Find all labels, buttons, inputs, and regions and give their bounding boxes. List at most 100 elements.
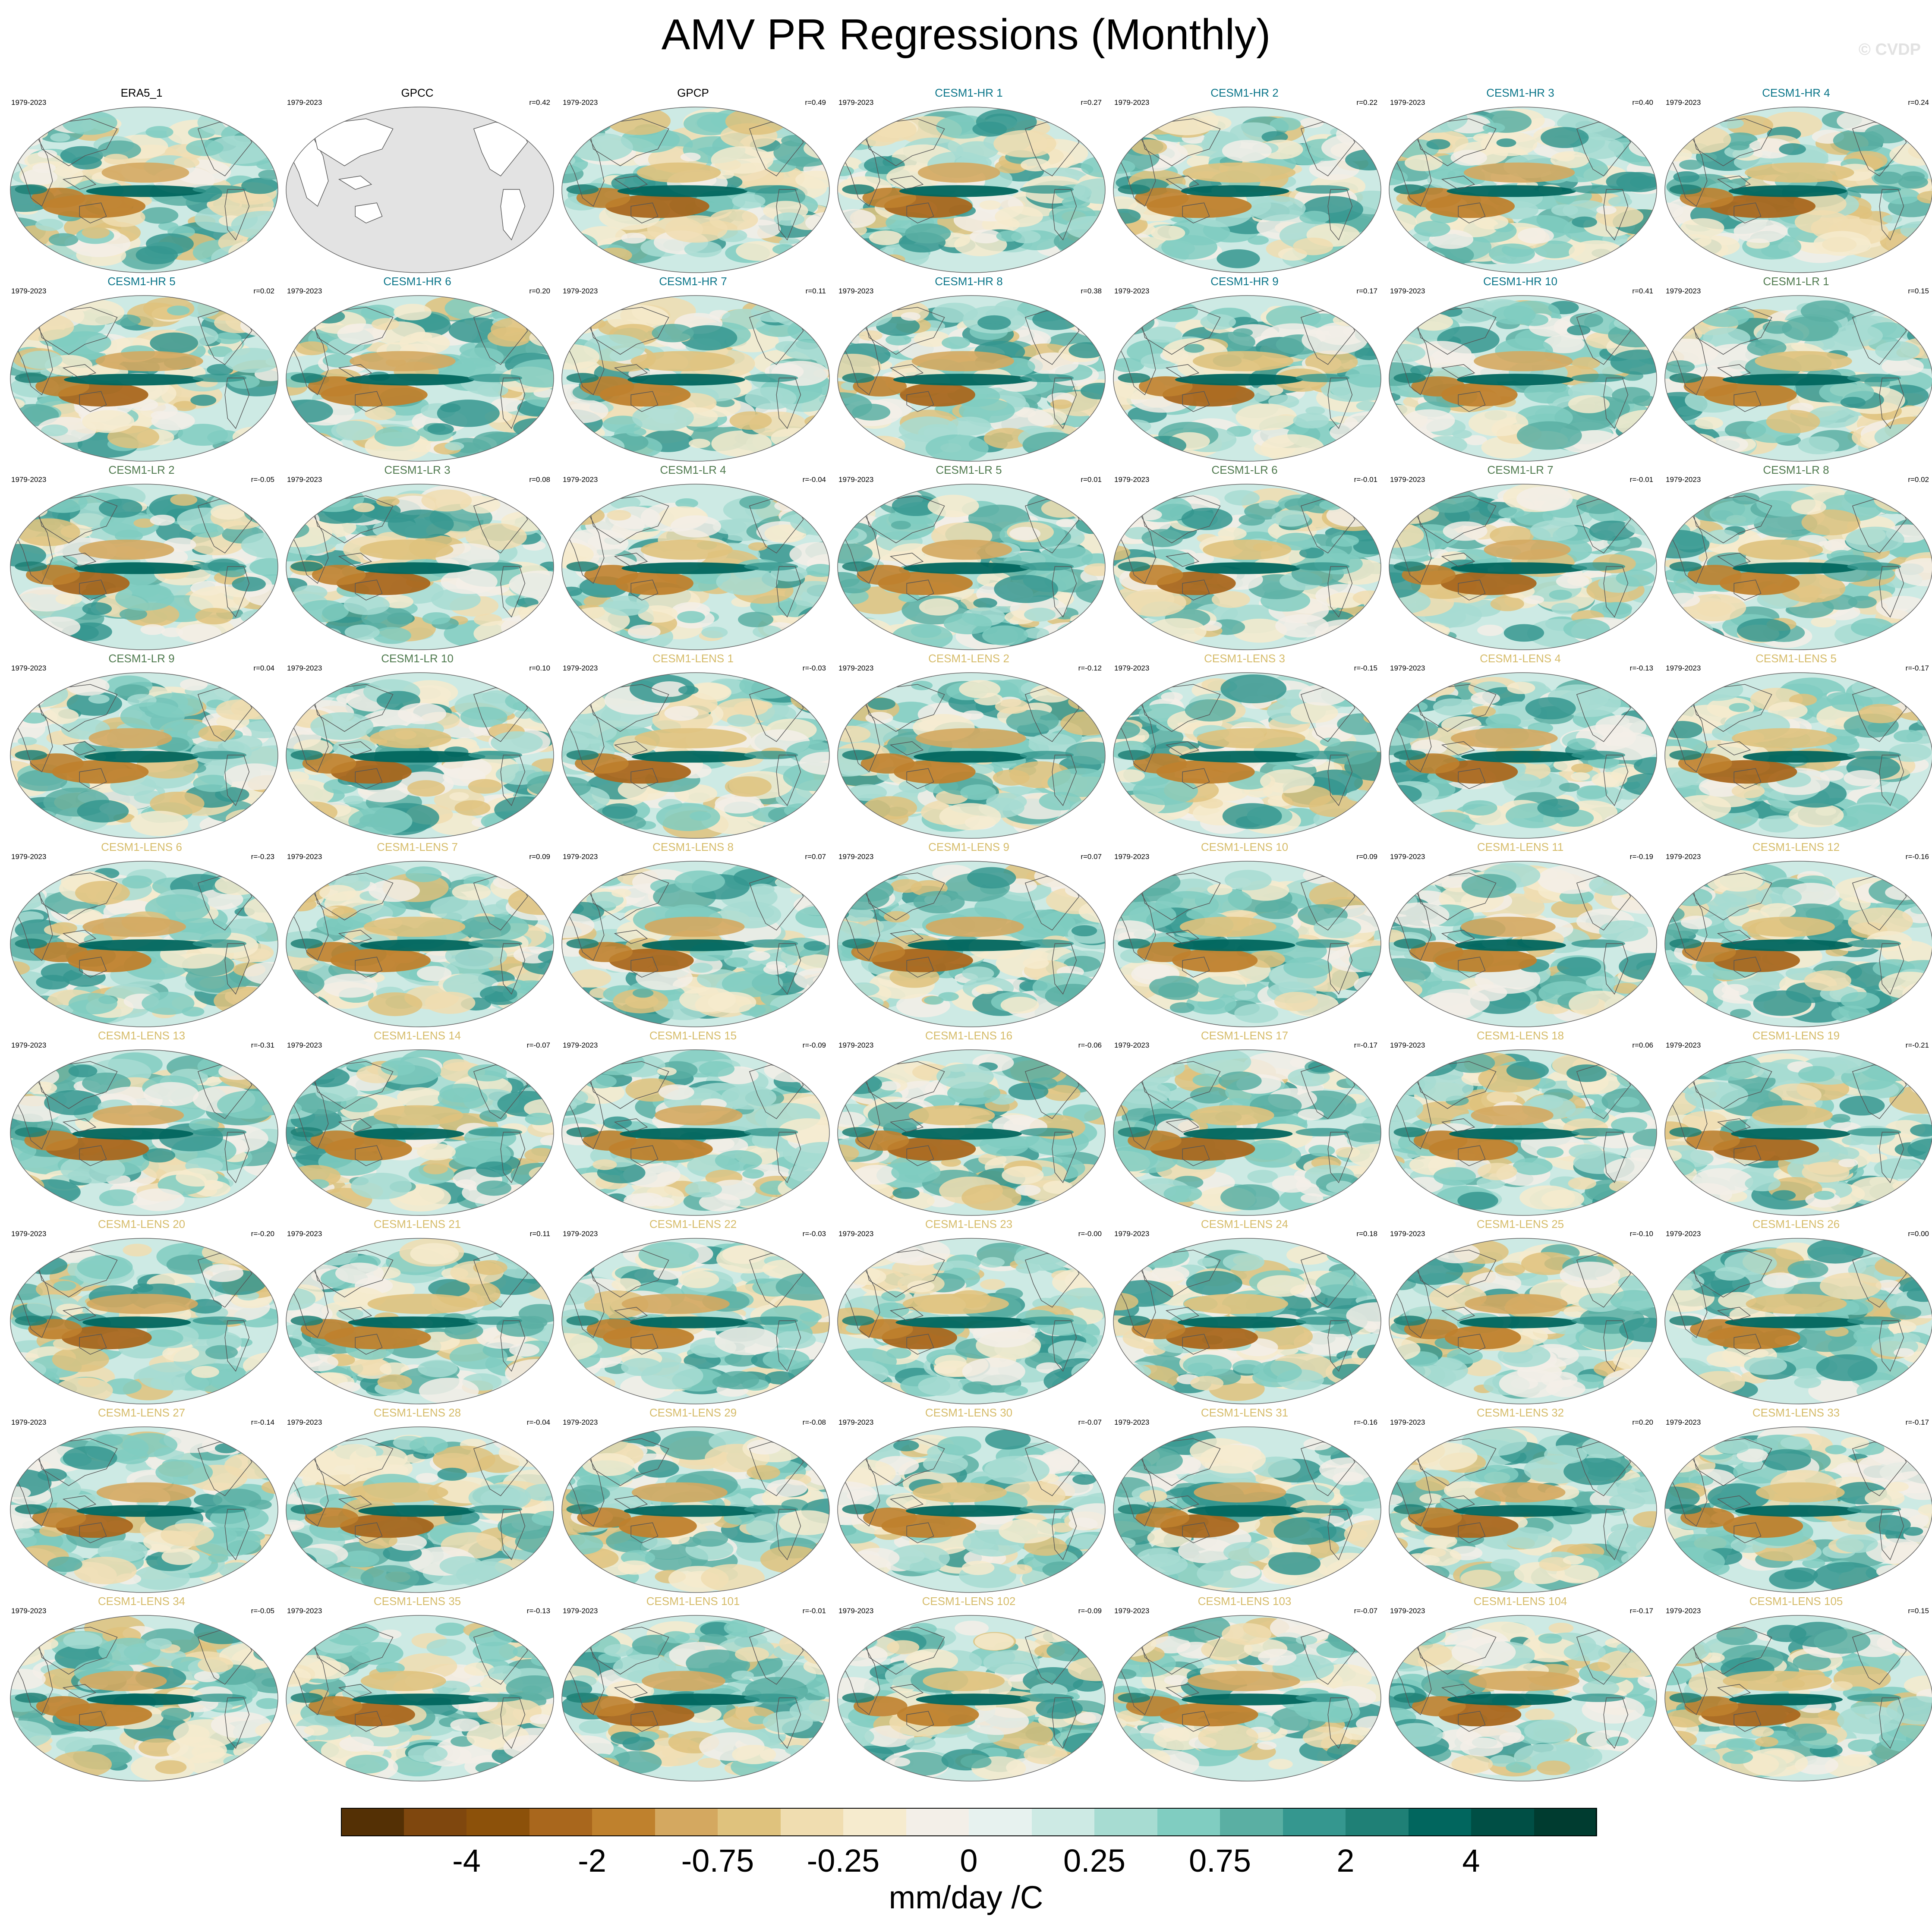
anomaly-blob <box>1299 211 1330 224</box>
anomaly-blob <box>905 223 951 244</box>
continent-outline <box>889 176 924 190</box>
anomaly-blob <box>374 426 420 447</box>
anomaly-blob <box>12 616 35 626</box>
panel-years: 1979-2023 <box>11 98 47 107</box>
wet-band-indian <box>15 184 47 195</box>
anomaly-blob <box>1222 140 1272 162</box>
map-panel: CESM1-LR 3 1979-2023 r=0.08 <box>279 463 555 652</box>
anomaly-blob <box>738 611 774 627</box>
anomaly-blob <box>562 123 592 141</box>
anomaly-blob <box>562 586 583 596</box>
continent-outline <box>1879 189 1904 241</box>
anomaly-blob <box>1917 191 1932 204</box>
map-border <box>286 295 554 462</box>
panel-title: CESM1-HR 2 <box>1210 86 1279 99</box>
panel-title: CESM1-LR 5 <box>936 463 1002 476</box>
map-border <box>1113 107 1381 273</box>
anomaly-blob <box>979 200 1001 210</box>
anomaly-blob <box>1211 591 1250 608</box>
map-field <box>837 484 1106 650</box>
anomaly-blob <box>468 779 502 794</box>
anomaly-blob <box>425 991 476 1014</box>
anomaly-blob <box>240 247 265 258</box>
anomaly-blob <box>1826 692 1856 705</box>
panel-title: CESM1-LENS 4 <box>1480 652 1561 665</box>
anomaly-blob <box>665 215 728 243</box>
anomaly-blob <box>977 315 1011 330</box>
anomaly-blob <box>789 815 813 825</box>
panel-pattern-correlation: r=0.24 <box>1908 98 1929 107</box>
wet-band-indian <box>1669 373 1702 383</box>
anomaly-blob <box>228 240 278 264</box>
wet-band-equator <box>84 751 199 763</box>
anomaly-blob <box>771 361 829 386</box>
anomaly-blob <box>60 146 104 165</box>
anomaly-blob <box>58 331 111 355</box>
anomaly-blob <box>1516 421 1582 450</box>
map-border <box>10 107 278 273</box>
panel-title: CESM1-LENS 7 <box>377 840 458 853</box>
map-panel: ERA5_1 1979-2023 <box>3 86 280 275</box>
wet-band-atlantic <box>1020 185 1074 194</box>
anomaly-blob <box>1421 488 1479 513</box>
anomaly-blob <box>295 306 319 317</box>
map-panel: CESM1-LENS 3 1979-2023 r=-0.15 <box>1106 652 1383 840</box>
continent-outline <box>863 307 945 355</box>
map-field <box>286 295 554 462</box>
anomaly-blob <box>701 626 728 639</box>
continent-outline <box>338 176 372 190</box>
continent-outline <box>1733 202 1762 223</box>
anomaly-blob <box>142 991 195 1015</box>
anomaly-blob <box>337 323 386 345</box>
anomaly-blob <box>10 112 42 130</box>
anomaly-blob <box>664 705 699 721</box>
map-field <box>1664 484 1932 650</box>
panel-title: CESM1-LR 1 <box>1763 275 1829 288</box>
panel-pattern-correlation: r=0.40 <box>1632 98 1653 107</box>
panel-pattern-correlation: r=0.20 <box>529 287 550 295</box>
anomaly-blob <box>1665 148 1692 162</box>
anomaly-blob <box>678 686 699 695</box>
anomaly-blob <box>795 170 829 189</box>
continent-outline <box>614 176 648 190</box>
anomaly-blob <box>1345 364 1381 388</box>
anomaly-blob <box>167 305 190 316</box>
anomaly-blob <box>10 598 25 611</box>
anomaly-blob <box>1113 358 1144 372</box>
anomaly-blob <box>982 625 1028 645</box>
continent-outline <box>312 307 394 355</box>
anomaly-blob <box>1220 674 1287 704</box>
anomaly-blob <box>523 629 554 643</box>
dry-band-north <box>1755 351 1852 371</box>
anomaly-blob <box>1521 314 1549 326</box>
anomaly-blob <box>1284 498 1315 512</box>
wet-band-equator <box>617 185 748 197</box>
panel-pattern-correlation: r=0.02 <box>253 287 274 295</box>
map-border <box>1113 295 1381 462</box>
map-field <box>286 861 554 1027</box>
anomaly-blob <box>1248 236 1269 245</box>
anomaly-blob <box>1665 810 1701 828</box>
anomaly-blob <box>1675 433 1717 451</box>
wet-band-equator <box>1179 751 1314 763</box>
continent-outline <box>1717 176 1751 190</box>
anomaly-blob <box>82 410 135 433</box>
anomaly-blob <box>911 624 942 638</box>
map-panel: CESM1-LR 6 1979-2023 r=-0.01 <box>1106 463 1383 652</box>
anomaly-blob <box>1222 803 1282 829</box>
anomaly-blob <box>348 807 413 836</box>
wet-band-equator <box>903 562 1030 574</box>
anomaly-blob <box>10 678 47 694</box>
anomaly-blob <box>1667 592 1700 607</box>
anomaly-blob <box>232 1006 260 1019</box>
panel-title: CESM1-HR 5 <box>107 275 176 288</box>
continent-outline <box>630 202 659 223</box>
anomaly-blob <box>1844 484 1897 508</box>
anomaly-blob <box>1665 621 1695 637</box>
anomaly-blob <box>331 421 377 441</box>
dry-band-north <box>1197 728 1305 749</box>
anomaly-blob <box>677 611 705 623</box>
anomaly-blob <box>39 491 88 513</box>
anomaly-blob <box>1530 520 1578 541</box>
anomaly-blob <box>208 346 233 357</box>
